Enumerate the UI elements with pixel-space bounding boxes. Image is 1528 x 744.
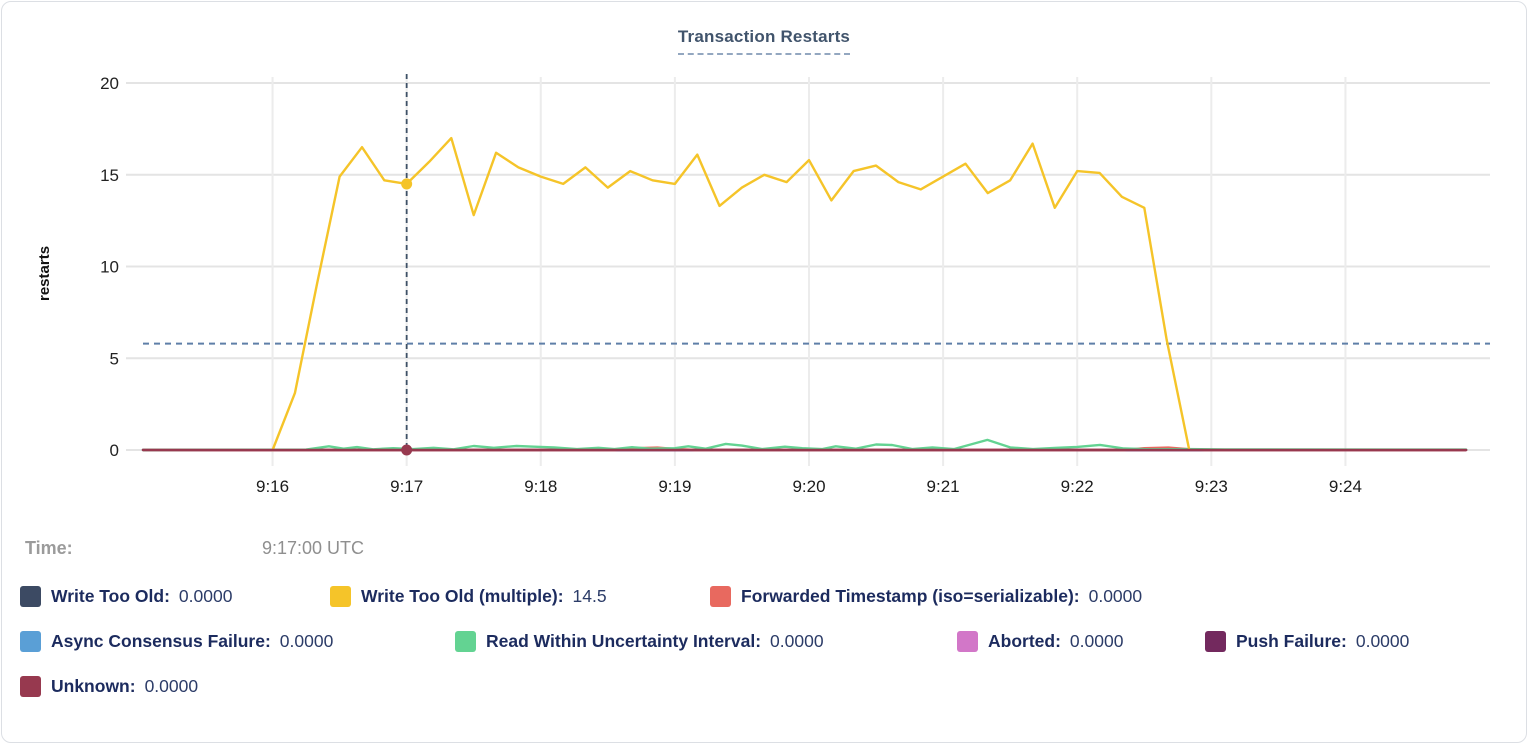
legend-item-unknown: Unknown: 0.0000 — [20, 676, 198, 697]
legend-value: 0.0000 — [1069, 631, 1124, 651]
legend-label: Async Consensus Failure: — [51, 631, 271, 651]
y-tick-label: 10 — [100, 258, 119, 277]
legend-value: 0.0000 — [279, 631, 334, 651]
legend-value: 14.5 — [572, 586, 607, 606]
legend-swatch-unknown — [20, 676, 41, 697]
legend-label: Unknown: — [51, 676, 136, 696]
x-tick-label: 9:20 — [792, 477, 825, 496]
hover-dot-unknown — [401, 444, 413, 456]
legend-item-read-within-uncertainty-interval: Read Within Uncertainty Interval: 0.0000 — [455, 631, 824, 652]
hover-time-label: Time: — [25, 538, 73, 558]
legend-label: Write Too Old: — [51, 586, 170, 606]
x-tick-label: 9:21 — [927, 477, 960, 496]
x-tick-label: 9:19 — [658, 477, 691, 496]
legend-row: Unknown: 0.0000 — [0, 676, 1528, 702]
x-tick-label: 9:17 — [390, 477, 423, 496]
legend-value: 0.0000 — [1355, 631, 1410, 651]
legend-value: 0.0000 — [1088, 586, 1143, 606]
y-tick-label: 15 — [100, 166, 119, 185]
legend-swatch-aborted — [957, 631, 978, 652]
legend-item-forwarded-timestamp-iso-serializable: Forwarded Timestamp (iso=serializable): 0… — [710, 586, 1142, 607]
legend-row: Write Too Old: 0.0000 Write Too Old (multi… — [0, 586, 1528, 612]
x-tick-label: 9:16 — [256, 477, 289, 496]
x-tick-label: 9:23 — [1195, 477, 1228, 496]
chart-title[interactable]: Transaction Restarts — [677, 27, 851, 55]
x-tick-label: 9:18 — [524, 477, 557, 496]
legend-swatch-write-too-old — [20, 586, 41, 607]
x-tick-label: 9:22 — [1061, 477, 1094, 496]
legend-label: Read Within Uncertainty Interval: — [486, 631, 762, 651]
chart-plot-area[interactable]: 0 5 10 15 20 9:16 9:17 9:18 9:19 9:20 9:21 9:22 9:23… — [0, 0, 1528, 516]
y-tick-label: 20 — [100, 74, 119, 93]
series-line-write-too-old-multiple — [271, 136, 1191, 452]
legend-item-async-consensus-failure: Async Consensus Failure: 0.0000 — [20, 631, 333, 652]
legend-item-write-too-old: Write Too Old: 0.0000 — [20, 586, 232, 607]
chart-title-wrap: Transaction Restarts — [0, 27, 1528, 55]
legend-item-push-failure: Push Failure: 0.0000 — [1205, 631, 1409, 652]
legend-value: 0.0000 — [178, 586, 233, 606]
legend-value: 0.0000 — [144, 676, 199, 696]
hover-time-row: Time: 9:17:00 UTC — [25, 538, 725, 562]
legend-swatch-write-too-old-multiple — [330, 586, 351, 607]
y-tick-label: 0 — [110, 441, 119, 460]
legend-item-aborted: Aborted: 0.0000 — [957, 631, 1123, 652]
legend-swatch-read-within-uncertainty-interval — [455, 631, 476, 652]
legend-label: Aborted: — [988, 631, 1061, 651]
legend-value: 0.0000 — [770, 631, 824, 651]
legend-label: Forwarded Timestamp (iso=serializable): — [741, 586, 1080, 606]
series-line-read-within-uncertainty-interval — [141, 438, 1468, 452]
hover-time-value: 9:17:00 UTC — [262, 538, 365, 558]
hover-dot-write-too-old-multiple — [401, 178, 413, 190]
legend-swatch-push-failure — [1205, 631, 1226, 652]
legend-label: Write Too Old (multiple): — [361, 586, 564, 606]
legend-swatch-forwarded-timestamp-iso-serializable — [710, 586, 731, 607]
legend-row: Async Consensus Failure: 0.0000 Read Withi… — [0, 631, 1528, 657]
legend-label: Push Failure: — [1236, 631, 1347, 651]
legend-item-write-too-old-multiple: Write Too Old (multiple): 14.5 — [330, 586, 607, 607]
y-tick-label: 5 — [110, 349, 119, 368]
x-tick-label: 9:24 — [1329, 477, 1362, 496]
legend-swatch-async-consensus-failure — [20, 631, 41, 652]
